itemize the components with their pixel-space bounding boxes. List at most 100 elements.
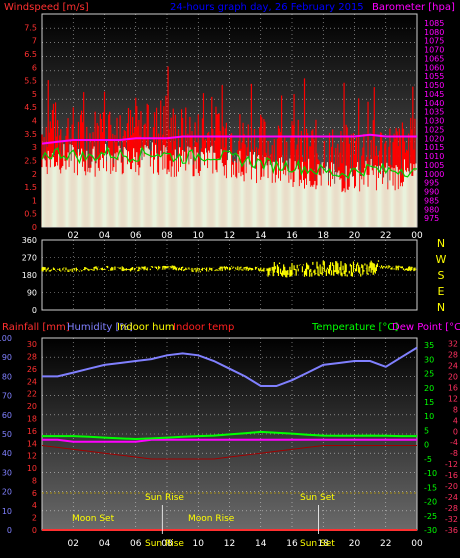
rainfall-label: Rainfall [mm] (2, 322, 70, 333)
humidity-tick-label: 40 (2, 449, 12, 458)
baro-tick-label: 985 (424, 196, 439, 205)
wind-direction-series (41, 260, 417, 278)
humidity-line (42, 346, 418, 387)
wind-tick-label: 6.5 (24, 50, 37, 59)
hour-tick-label: 18 (318, 539, 330, 549)
hour-tick-label: 20 (349, 539, 361, 549)
temperature-tick-label: 5 (424, 426, 429, 435)
temperature-humidity-series (41, 346, 418, 534)
sun-rise-label: Sun Rise (145, 493, 184, 503)
direction-tick-label: 270 (22, 254, 37, 263)
wind-tick-label: 1.5 (24, 183, 37, 192)
indoor-hum-label: Indoor hum (117, 322, 175, 333)
hour-tick-label: 08 (161, 231, 173, 241)
baro-tick-label: 1075 (424, 37, 444, 46)
hour-tick-label: 00 (411, 231, 423, 241)
indoor-temp-label: Indoor temp (173, 322, 234, 333)
direction-tick-label: 180 (22, 271, 37, 280)
hour-tick-label: 22 (380, 231, 391, 241)
barometer-label: Barometer [hpa] (372, 2, 455, 13)
wind-series (41, 66, 418, 227)
hour-tick-label: 08 (161, 539, 173, 549)
dewpoint-tick-label: -36 (445, 526, 458, 535)
hour-tick-label: 20 (349, 231, 361, 241)
rain-tick-label: 12 (27, 452, 37, 461)
humidity-tick-label: 60 (2, 411, 12, 420)
baro-tick-label: 1080 (424, 28, 444, 37)
humidity-tick-label: 50 (2, 430, 12, 439)
temperature-tick-label: -25 (424, 512, 437, 521)
rain-tick-label: 16 (27, 427, 37, 436)
rain-tick-label: 30 (27, 340, 37, 349)
sun-rise-tick-label: Sun Rise (145, 539, 184, 549)
hour-tick-label: 22 (380, 539, 391, 549)
baro-tick-label: 1085 (424, 19, 444, 28)
temperature-label: Temperature [°C] (311, 322, 398, 333)
hour-tick-label: 18 (318, 231, 330, 241)
hour-tick-label: 02 (68, 231, 79, 241)
rain-tick-label: 8 (32, 476, 37, 485)
dewpoint-tick-label: 0 (453, 427, 458, 436)
dewpoint-tick-label: -4 (450, 438, 458, 447)
temperature-tick-label: -20 (424, 498, 437, 507)
dewpoint-tick-label: -32 (445, 515, 458, 524)
hour-tick-label: 14 (255, 231, 267, 241)
wind-tick-label: 5.5 (24, 77, 37, 86)
moon-rise-label: Moon Rise (188, 514, 235, 524)
temperature-tick-label: -15 (424, 483, 437, 492)
baro-tick-label: 1060 (424, 63, 444, 72)
baro-tick-label: 1020 (424, 134, 444, 143)
direction-letter: E (438, 285, 445, 298)
temperature-tick-label: -5 (424, 455, 432, 464)
rain-tick-label: 28 (27, 353, 37, 362)
wind-tick-label: 2 (32, 170, 37, 179)
baro-tick-label: 1070 (424, 46, 444, 55)
hour-tick-label: 10 (193, 231, 205, 241)
baro-tick-label: 1055 (424, 72, 444, 81)
hour-tick-label: 14 (255, 539, 267, 549)
baro-tick-label: 1015 (424, 143, 444, 152)
hour-tick-label: 16 (286, 231, 298, 241)
wind-tick-label: 5 (32, 90, 37, 99)
avg-wind-line (41, 145, 418, 179)
hour-tick-label: 06 (130, 231, 142, 241)
rain-tick-label: 10 (27, 464, 37, 473)
direction-tick-label: 360 (22, 236, 37, 245)
sun-set-tick-label: Sun Set (300, 539, 335, 549)
dewpoint-tick-label: 24 (448, 361, 458, 370)
baro-tick-label: 1065 (424, 54, 444, 63)
windspeed-label: Windspeed [m/s] (4, 2, 89, 13)
hour-tick-label: 10 (193, 539, 205, 549)
hour-tick-label: 04 (99, 231, 111, 241)
wind-tick-label: 7 (32, 37, 37, 46)
temperature-tick-label: 35 (424, 341, 434, 350)
hour-tick-label: 16 (286, 539, 298, 549)
baro-tick-label: 1050 (424, 81, 444, 90)
rain-tick-label: 6 (32, 489, 37, 498)
baro-tick-label: 1025 (424, 125, 444, 134)
humidity-tick-label: 0 (7, 526, 12, 535)
dewpoint-label: Dew Point [°C] (392, 322, 460, 333)
temperature-tick-label: 30 (424, 355, 434, 364)
sun-set-label: Sun Set (300, 493, 335, 503)
direction-letter: S (438, 269, 445, 282)
humidity-label: Humidity [%] (67, 322, 133, 333)
dewpoint-tick-label: 8 (453, 405, 458, 414)
wind-tick-label: 3.5 (24, 130, 37, 139)
baro-tick-label: 1040 (424, 99, 444, 108)
direction-letter: N (437, 237, 445, 250)
temperature-line (42, 430, 417, 441)
rain-tick-label: 0 (32, 526, 37, 535)
axis-labels: 0 0.5 1 1.5 2 2.5 3 3.5 4 4.5 5 5.5 6 6.5 7 7.5 97598098… (0, 19, 458, 549)
rain-tick-label: 14 (27, 439, 37, 448)
temperature-tick-label: 10 (424, 412, 434, 421)
dewpoint-tick-label: -12 (445, 460, 458, 469)
graph-title: 24-hours graph day, 26 February 2015 (170, 2, 364, 13)
wind-tick-label: 6 (32, 63, 37, 72)
indoor-temp-line (41, 445, 417, 460)
hour-tick-label: 04 (99, 539, 111, 549)
baro-tick-label: 975 (424, 214, 439, 223)
humidity-tick-label: 10 (2, 507, 12, 516)
direction-letter: W (436, 253, 447, 266)
wind-tick-label: 0 (32, 223, 37, 232)
